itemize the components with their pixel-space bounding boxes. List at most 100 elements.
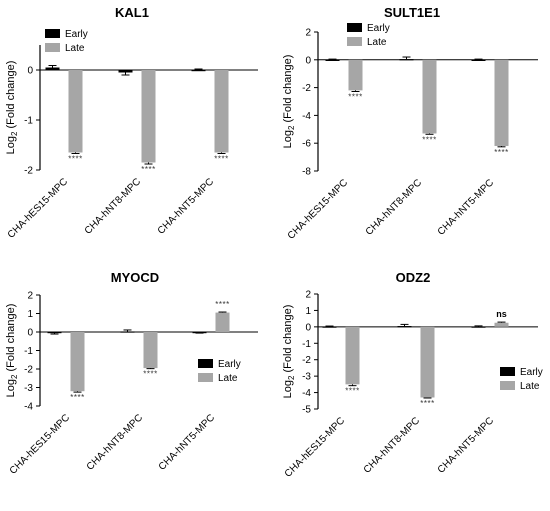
y-tick-label: -1	[302, 339, 311, 350]
bar-late	[420, 326, 435, 398]
y-tick-label: -3	[24, 383, 33, 394]
bar-early	[325, 59, 340, 61]
bar-early	[399, 59, 414, 61]
bar-late	[68, 70, 83, 153]
bar-late	[215, 312, 230, 332]
bar-early	[471, 326, 486, 328]
significance-label: ****	[420, 399, 434, 408]
y-tick-label: -1	[24, 116, 33, 127]
legend-label-late: Late	[65, 43, 85, 54]
legend-swatch-late	[198, 373, 213, 382]
chart-panel-odz2: ODZ2 -5 -4 -3 -2 -1 0 1 2 Log2 (Fold change) ****…	[282, 270, 543, 480]
chart-title: MYOCD	[111, 270, 159, 285]
bar-early	[471, 59, 486, 61]
y-tick-label: -4	[302, 388, 311, 399]
chart-title: ODZ2	[396, 270, 431, 285]
bar-early	[45, 67, 60, 70]
y-tick-label: 2	[305, 290, 311, 301]
legend-label-early: Early	[218, 359, 241, 370]
significance-label: ****	[214, 155, 228, 164]
category-label: CHA-hES15-MPC	[283, 415, 347, 479]
significance-label: ****	[422, 135, 436, 144]
bar-late	[214, 70, 229, 153]
y-tick-label: -2	[302, 355, 311, 366]
category-label: CHA-hNT8-MPC	[85, 412, 145, 472]
y-tick-label: 0	[305, 55, 311, 66]
bar-late	[348, 59, 363, 91]
y-tick-label: -8	[302, 167, 311, 178]
y-tick-label: -6	[302, 139, 311, 150]
bar-early	[397, 326, 412, 328]
bar-late	[70, 332, 85, 392]
significance-label: ****	[348, 92, 362, 101]
legend-label-early: Early	[520, 367, 543, 378]
y-tick-label: 0	[27, 328, 33, 339]
y-tick-label: 1	[27, 309, 33, 320]
category-label: CHA-hES15-MPC	[8, 412, 72, 476]
category-label: CHA-hNT5-MPC	[156, 176, 216, 236]
legend-swatch-late	[500, 381, 515, 390]
category-label: CHA-hNT8-MPC	[364, 177, 424, 237]
significance-label: ****	[345, 387, 359, 396]
legend-label-early: Early	[65, 29, 88, 40]
significance-label: ****	[141, 165, 155, 174]
legend-swatch-early	[45, 29, 60, 38]
chart-title: SULT1E1	[384, 5, 440, 20]
y-tick-label: 1	[305, 306, 311, 317]
y-axis-label: Log2 (Fold change)	[282, 55, 296, 149]
bar-early	[120, 331, 135, 333]
bar-late	[345, 326, 360, 385]
category-label: CHA-hNT8-MPC	[83, 176, 143, 236]
legend-swatch-early	[500, 367, 515, 376]
y-tick-label: 0	[305, 322, 311, 333]
y-axis-label: Log2 (Fold change)	[5, 61, 19, 155]
category-label: CHA-hES15-MPC	[6, 176, 70, 240]
bar-late	[141, 70, 156, 163]
significance-label: ns	[496, 309, 507, 319]
chart-panel-kal1: KAL1 -2 -1 0 Log2 (Fold change) **** CHA-hES1…	[5, 5, 258, 241]
category-label: CHA-hNT5-MPC	[157, 412, 217, 472]
bar-early	[322, 326, 337, 328]
bar-late	[422, 59, 437, 134]
y-tick-label: 0	[27, 66, 33, 77]
y-tick-label: -2	[24, 166, 33, 177]
bar-late	[143, 332, 158, 369]
chart-title: KAL1	[115, 5, 149, 20]
y-tick-label: -5	[302, 405, 311, 416]
y-tick-label: -4	[24, 402, 33, 413]
legend-label-early: Early	[367, 23, 390, 34]
y-tick-label: -2	[302, 83, 311, 94]
bar-early	[118, 70, 133, 73]
category-label: CHA-hNT8-MPC	[362, 415, 422, 475]
bar-early	[191, 70, 206, 72]
y-tick-label: -4	[302, 111, 311, 122]
significance-label: ****	[68, 155, 82, 164]
significance-label: ****	[143, 370, 157, 379]
y-tick-label: -2	[24, 365, 33, 376]
y-tick-label: 2	[305, 28, 311, 39]
legend-label-late: Late	[218, 373, 238, 384]
y-tick-label: -3	[302, 372, 311, 383]
chart-panel-sult1e1: SULT1E1 -8 -6 -4 -2 0 2 Log2 (Fold change) ****…	[282, 5, 538, 242]
category-label: CHA-hNT5-MPC	[436, 177, 496, 237]
y-axis-label: Log2 (Fold change)	[282, 305, 296, 399]
legend-swatch-late	[347, 37, 362, 46]
significance-label: ****	[70, 393, 84, 402]
y-tick-label: -1	[24, 346, 33, 357]
chart-panel-myocd: MYOCD -4 -3 -2 -1 0 1 2 Log2 (Fold change) **** C…	[5, 270, 258, 477]
bar-late	[494, 59, 509, 146]
legend-swatch-early	[347, 23, 362, 32]
y-axis-label: Log2 (Fold change)	[5, 304, 19, 398]
legend-label-late: Late	[520, 381, 540, 392]
category-label: CHA-hES15-MPC	[286, 177, 350, 241]
significance-label: ****	[215, 300, 229, 309]
category-label: CHA-hNT5-MPC	[436, 415, 496, 475]
bar-early	[47, 332, 62, 334]
bar-late	[494, 322, 509, 327]
y-tick-label: 2	[27, 291, 33, 302]
legend-swatch-late	[45, 43, 60, 52]
significance-label: ****	[494, 148, 508, 157]
legend-swatch-early	[198, 359, 213, 368]
legend-label-late: Late	[367, 37, 387, 48]
